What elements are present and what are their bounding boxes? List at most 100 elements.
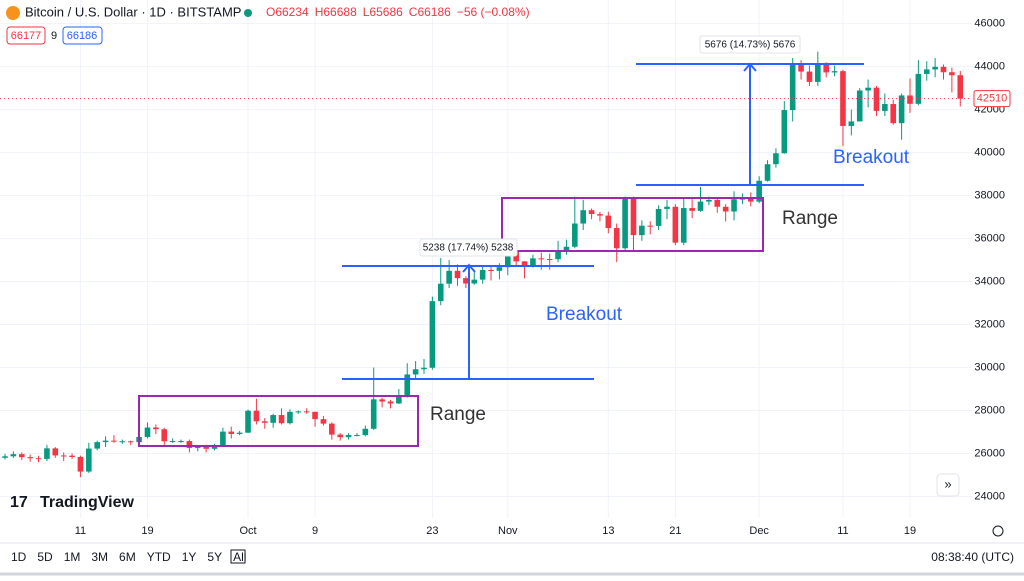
candle-body xyxy=(354,435,360,437)
candle-body xyxy=(823,62,829,73)
candle-body xyxy=(144,427,151,437)
candle-body xyxy=(153,427,159,430)
timeframe-button[interactable]: 3M xyxy=(91,550,108,564)
logo[interactable]: TradingView xyxy=(40,494,135,511)
candle-body xyxy=(739,198,746,200)
y-tick-label: 32000 xyxy=(974,318,1005,330)
sell-box[interactable] xyxy=(6,26,46,45)
y-tick-label: 36000 xyxy=(974,232,1005,244)
candle-body xyxy=(77,456,84,472)
candle-body xyxy=(798,64,804,72)
candle-body xyxy=(127,441,134,443)
candle-body xyxy=(563,246,570,252)
ohlc-value: C66186 xyxy=(409,5,451,19)
candle-body xyxy=(236,432,243,434)
candle-body xyxy=(69,455,75,457)
x-tick-label: 21 xyxy=(669,525,681,537)
candle-body xyxy=(312,411,318,420)
timeframe-button[interactable]: 1Y xyxy=(182,550,197,564)
candle-body xyxy=(429,301,436,368)
date-range-icon[interactable] xyxy=(230,549,246,564)
candle-body xyxy=(546,259,553,260)
candle-body xyxy=(697,201,704,211)
candle-body xyxy=(882,104,888,111)
y-tick-label: 30000 xyxy=(974,361,1005,373)
candle-body xyxy=(463,278,469,284)
candle-body xyxy=(639,225,645,236)
candle-body xyxy=(52,448,59,456)
x-tick-label: 19 xyxy=(141,525,153,537)
y-tick-label: 38000 xyxy=(974,189,1005,201)
ohlc-value: H66688 xyxy=(315,5,357,19)
candle-body xyxy=(898,95,905,124)
candle-body xyxy=(287,411,293,424)
candle-body xyxy=(932,66,938,70)
candle-body xyxy=(18,454,25,458)
candle-body xyxy=(2,456,8,458)
candle-body xyxy=(865,87,871,91)
candle-body xyxy=(362,428,369,436)
candle-body xyxy=(756,180,762,202)
scroll-icon[interactable]: » xyxy=(944,476,951,491)
timeframe-button[interactable]: 5D xyxy=(37,550,53,564)
y-tick-label: 46000 xyxy=(974,18,1005,30)
sell-price[interactable]: 66177 xyxy=(11,30,42,42)
candle-body xyxy=(588,210,595,215)
candle-body xyxy=(957,75,964,99)
scroll-button[interactable] xyxy=(936,473,960,497)
settings-icon[interactable] xyxy=(992,525,1004,537)
candle-body xyxy=(228,431,235,434)
candle-body xyxy=(471,279,478,284)
range-box xyxy=(501,197,764,252)
candle-body xyxy=(806,71,813,82)
buy-box[interactable] xyxy=(62,26,103,45)
x-tick-label: Oct xyxy=(239,525,256,537)
candle-body xyxy=(915,73,922,104)
candle-body xyxy=(94,442,100,449)
grid xyxy=(0,0,972,518)
candle-body xyxy=(270,415,276,423)
timeframes: 1D 5D 1M 3M 6M YTD 1Y 5Y All xyxy=(11,550,246,564)
candle-body xyxy=(706,199,712,202)
buy-price[interactable]: 66186 xyxy=(67,30,98,42)
candle-body xyxy=(220,431,226,446)
spread: 9 xyxy=(51,30,57,42)
timeframe-button[interactable]: 5Y xyxy=(207,550,222,564)
ohlc-value: L65686 xyxy=(363,5,403,19)
candle-body xyxy=(580,210,586,224)
candle-body xyxy=(664,206,670,209)
market-status xyxy=(244,9,252,17)
timeframe-button[interactable]: 6M xyxy=(119,550,136,564)
x-tick-label: Nov xyxy=(498,525,518,537)
candle-body xyxy=(379,399,385,402)
candle-body xyxy=(278,415,285,424)
candle-body xyxy=(689,208,695,211)
timeframe-button[interactable]: 1D xyxy=(11,550,27,564)
timeframe-button[interactable]: 1M xyxy=(64,550,81,564)
candle-body xyxy=(555,251,561,260)
candle-body xyxy=(538,258,545,260)
candle-body xyxy=(672,206,679,243)
candle-body xyxy=(345,435,352,438)
symbol-title[interactable]: Bitcoin / U.S. Dollar · 1D · BITSTAMP xyxy=(25,4,241,19)
candle-body xyxy=(714,199,721,207)
candle-body xyxy=(203,447,209,449)
candle-body xyxy=(907,95,913,104)
ohlc-values: O66234 H66688 L65686 C66186 −56 (−0.08%) xyxy=(266,5,530,19)
candle-body xyxy=(572,223,578,247)
candle-body xyxy=(940,66,947,73)
candle-body xyxy=(245,410,251,433)
candle-body xyxy=(488,269,494,271)
candle-body xyxy=(530,258,536,266)
annotation: Breakout xyxy=(833,147,910,168)
candle-body xyxy=(44,448,50,459)
timeframe-button[interactable]: All xyxy=(233,550,246,564)
candle-body xyxy=(178,441,184,443)
candle-body xyxy=(161,429,168,442)
candle-body xyxy=(211,445,218,449)
candle-body xyxy=(496,267,503,271)
timeframe-button[interactable]: YTD xyxy=(147,550,171,564)
candle-body xyxy=(597,214,603,216)
range-box xyxy=(138,395,419,447)
